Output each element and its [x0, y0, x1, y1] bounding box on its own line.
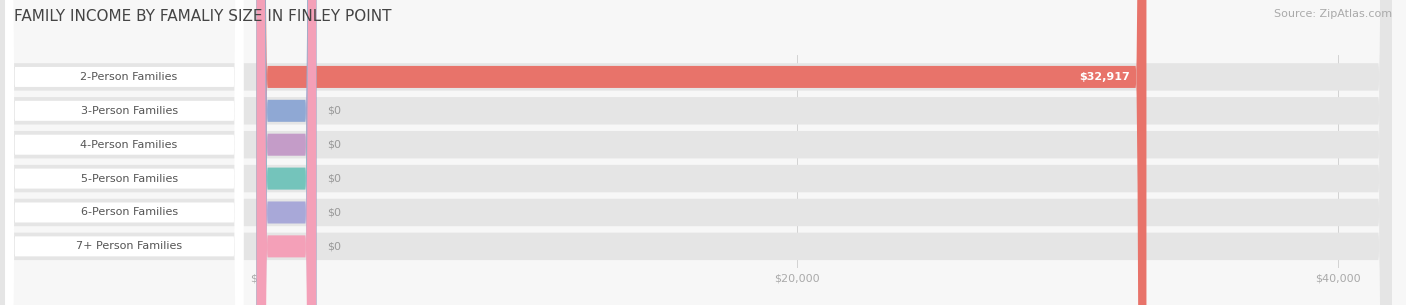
FancyBboxPatch shape	[257, 0, 316, 305]
FancyBboxPatch shape	[6, 0, 243, 305]
FancyBboxPatch shape	[6, 0, 243, 305]
FancyBboxPatch shape	[257, 0, 316, 305]
Text: $32,917: $32,917	[1080, 72, 1130, 82]
Text: 2-Person Families: 2-Person Families	[80, 72, 177, 82]
FancyBboxPatch shape	[6, 0, 243, 305]
Text: 3-Person Families: 3-Person Families	[80, 106, 177, 116]
Text: 5-Person Families: 5-Person Families	[80, 174, 177, 184]
FancyBboxPatch shape	[257, 0, 316, 305]
Text: $0: $0	[328, 106, 342, 116]
FancyBboxPatch shape	[6, 0, 243, 305]
Text: $0: $0	[328, 241, 342, 251]
FancyBboxPatch shape	[257, 0, 316, 305]
Text: $0: $0	[328, 140, 342, 150]
FancyBboxPatch shape	[6, 0, 243, 305]
Text: Source: ZipAtlas.com: Source: ZipAtlas.com	[1274, 9, 1392, 19]
Text: 4-Person Families: 4-Person Families	[80, 140, 177, 150]
Text: 6-Person Families: 6-Person Families	[80, 207, 177, 217]
FancyBboxPatch shape	[257, 0, 316, 305]
FancyBboxPatch shape	[6, 0, 243, 305]
Text: $0: $0	[328, 207, 342, 217]
Text: $0: $0	[328, 174, 342, 184]
Text: 7+ Person Families: 7+ Person Families	[76, 241, 183, 251]
Text: FAMILY INCOME BY FAMALIY SIZE IN FINLEY POINT: FAMILY INCOME BY FAMALIY SIZE IN FINLEY …	[14, 9, 391, 24]
FancyBboxPatch shape	[257, 0, 1146, 305]
